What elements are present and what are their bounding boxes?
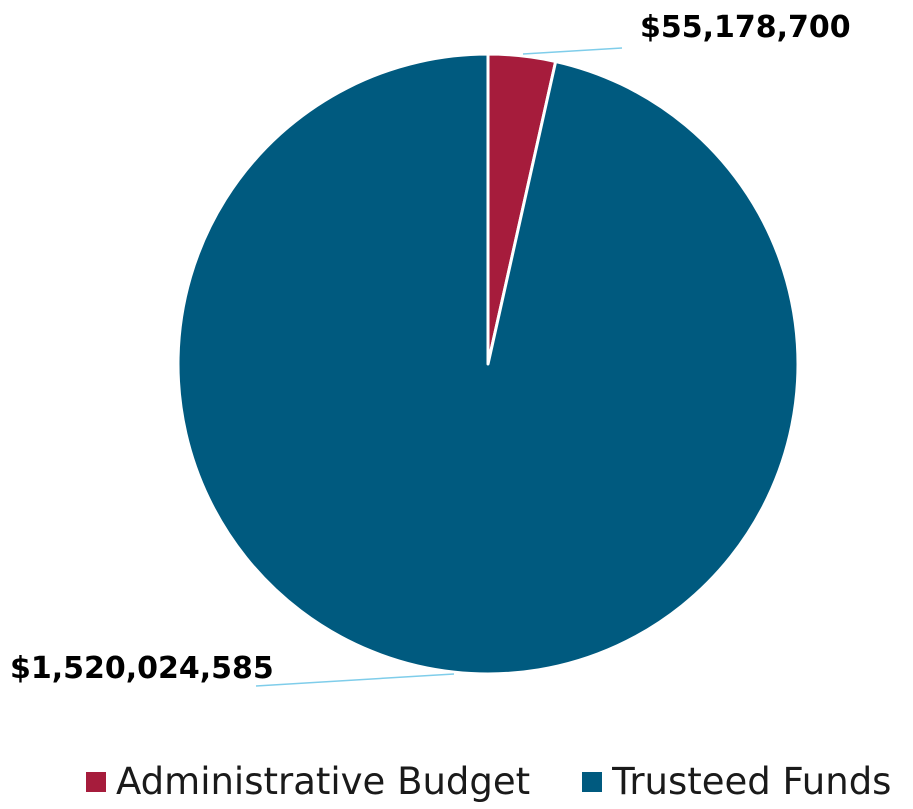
legend-item-administrative-budget: Administrative Budget — [86, 760, 530, 803]
legend-label-trusteed-funds: Trusteed Funds — [612, 760, 892, 803]
legend: Administrative Budget Trusteed Funds — [86, 760, 891, 803]
leader-line-administrative-budget — [522, 47, 623, 55]
pie-slice-trusteed-funds — [176, 52, 800, 676]
leader-lines — [255, 47, 623, 687]
pie-slices — [176, 52, 800, 676]
data-label-trusteed-funds: $1,520,024,585 — [10, 651, 274, 686]
legend-swatch-administrative-budget — [86, 771, 106, 792]
legend-label-administrative-budget: Administrative Budget — [116, 760, 531, 803]
data-label-administrative-budget: $55,178,700 — [640, 10, 851, 45]
leader-line-trusteed-funds — [255, 673, 455, 687]
legend-item-trusteed-funds: Trusteed Funds — [582, 760, 891, 803]
legend-swatch-trusteed-funds — [582, 771, 603, 792]
